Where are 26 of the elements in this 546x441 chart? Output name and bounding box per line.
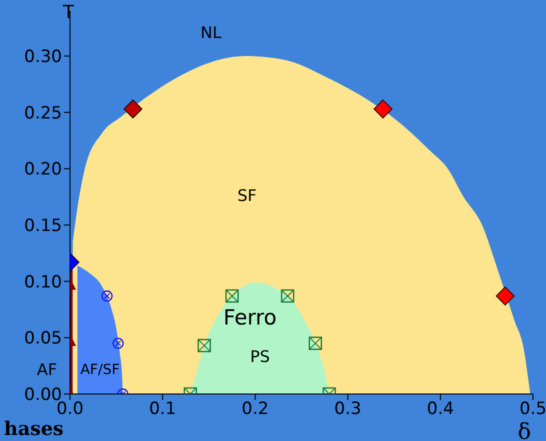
point <box>374 100 392 118</box>
point <box>496 286 515 306</box>
text: hases <box>4 418 64 440</box>
x-tick-label: 0.5 <box>519 399 546 420</box>
x-tick-label: 0.0 <box>56 399 84 420</box>
annotation: SF <box>237 186 257 205</box>
y-tick-label: 0.15 <box>24 216 62 236</box>
annotation: NL <box>200 23 222 42</box>
y-tick-label: 0.25 <box>24 103 62 124</box>
point <box>101 290 113 302</box>
text: AF <box>36 360 58 379</box>
x-tick-label: 0.4 <box>426 399 454 420</box>
annotation: AF/SF <box>80 362 120 378</box>
y-tick-label: 0.20 <box>24 160 62 180</box>
x-tick-label: 0.3 <box>334 399 362 420</box>
x-axis-title: δ <box>518 420 531 441</box>
y-tick-label: 0.30 <box>24 47 62 68</box>
x-tick-label: 0.2 <box>242 399 269 420</box>
point <box>124 100 142 118</box>
x-tick-label: 0.1 <box>149 399 176 420</box>
y-tick-label: 0.05 <box>24 328 62 349</box>
annotation: PS <box>250 347 270 366</box>
y-tick-label: 0.10 <box>24 272 62 292</box>
point <box>112 338 124 349</box>
annotation: Ferro <box>223 306 277 330</box>
y-axis-title: T <box>62 2 75 23</box>
